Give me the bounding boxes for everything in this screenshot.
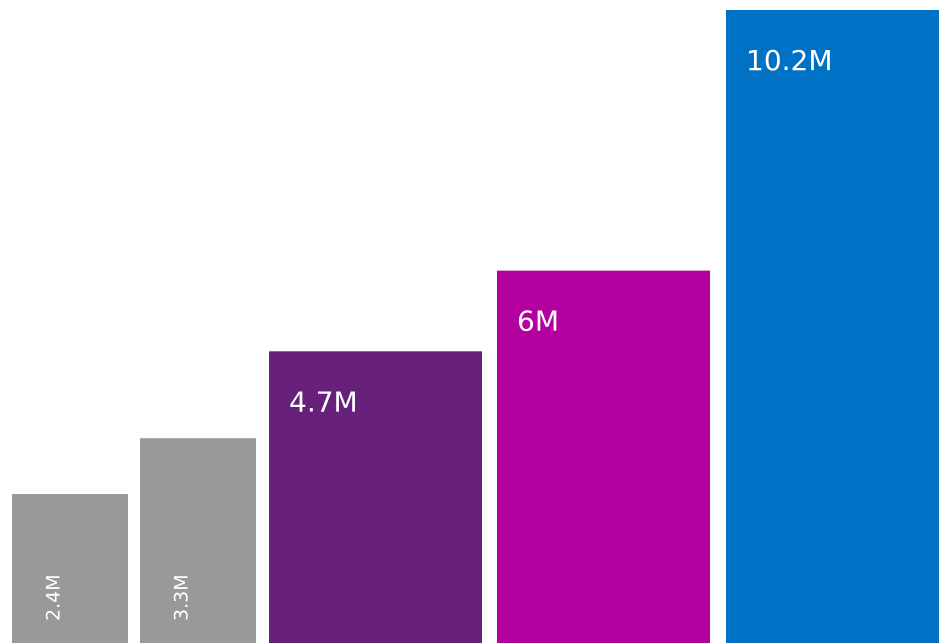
value-label: 6M — [517, 305, 559, 338]
bar — [497, 270, 710, 643]
value-label: 3.3M — [171, 574, 193, 621]
bar — [726, 10, 939, 643]
bar — [12, 494, 128, 643]
bar — [140, 438, 256, 643]
value-label: 4.7M — [289, 385, 358, 418]
bar — [269, 351, 482, 643]
value-label: 2.4M — [43, 574, 65, 621]
value-label: 10.2M — [746, 44, 833, 77]
